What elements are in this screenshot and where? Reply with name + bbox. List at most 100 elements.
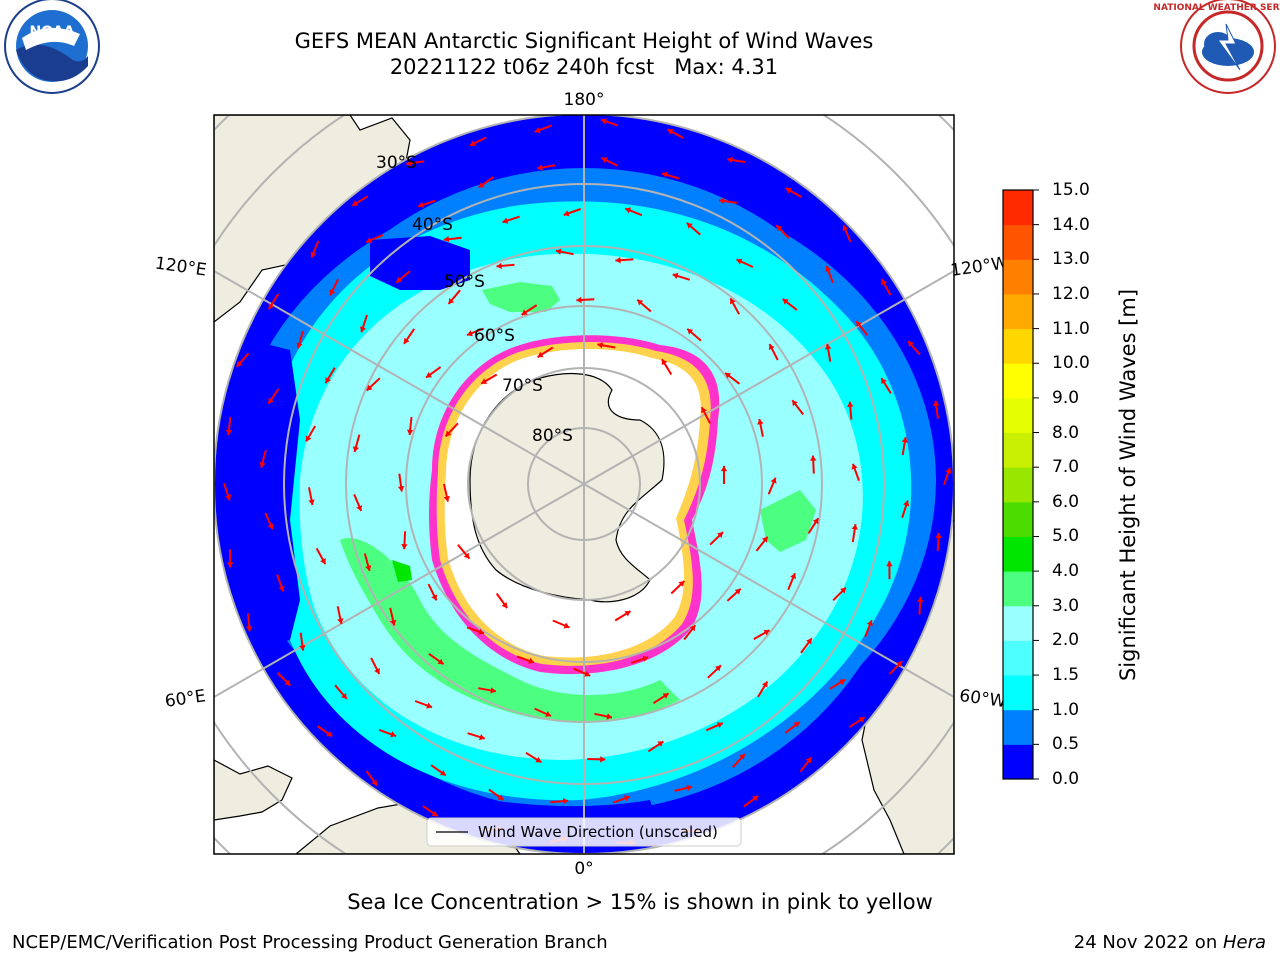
colorbar-frame xyxy=(1002,189,1034,780)
noaa-logo: NOAA xyxy=(4,0,100,94)
wind-wave-arrowhead xyxy=(678,581,685,587)
wind-wave-arrowhead xyxy=(734,588,741,595)
wind-wave-arrowhead xyxy=(437,658,444,665)
wind-wave-arrowhead xyxy=(374,668,380,674)
wind-wave-arrowhead xyxy=(719,197,725,205)
wind-wave-arrowhead xyxy=(763,629,770,636)
wind-wave-arrowhead xyxy=(886,561,893,567)
wind-wave-arrowhead xyxy=(545,711,551,717)
lat-label-60s: 60°S xyxy=(474,326,515,346)
wind-wave-arrowhead xyxy=(406,160,412,167)
wind-wave-arrowhead xyxy=(757,419,764,425)
wind-wave-arrowhead xyxy=(267,523,274,530)
wind-wave-arrowhead xyxy=(896,661,903,667)
lon-label-0: 0° xyxy=(574,859,593,879)
wind-wave-arrowhead xyxy=(439,769,446,776)
wind-wave-arrowhead xyxy=(528,657,534,664)
credit-text: NCEP/EMC/Verification Post Processing Pr… xyxy=(12,932,608,953)
wind-wave-arrowhead xyxy=(365,565,372,571)
wind-wave-arrowhead xyxy=(562,797,569,805)
sea-ice-note: Sea Ice Concentration > 15% is shown in … xyxy=(347,890,933,914)
wind-wave-arrowhead xyxy=(866,620,873,627)
colorbar-segment xyxy=(1003,501,1033,537)
colorbar-tick-label: 9.0 xyxy=(1052,387,1080,408)
wind-wave-arrowhead xyxy=(426,702,432,709)
wind-wave-arrowhead xyxy=(366,384,373,391)
wind-wave-arrowhead xyxy=(225,494,232,501)
colorbar-segment xyxy=(1003,744,1033,780)
wind-wave-arrowhead xyxy=(881,279,887,286)
colorbar-tick-label: 10.0 xyxy=(1052,353,1090,374)
wind-wave-arrowhead xyxy=(371,779,377,786)
wind-wave-arrowhead xyxy=(555,248,562,255)
wind-wave-arrowhead xyxy=(624,611,631,617)
legend-label: Wind Wave Direction (unscaled) xyxy=(478,823,718,841)
colorbar-segment xyxy=(1003,571,1033,607)
wind-wave-arrowhead xyxy=(825,266,832,272)
wind-wave-arrowhead xyxy=(615,257,621,264)
noaa-logo-text: NOAA xyxy=(30,24,75,40)
wind-wave-arrowhead xyxy=(463,552,470,559)
date-text: 24 Nov 2022 on xyxy=(1073,932,1223,953)
wind-wave-arrowhead xyxy=(935,532,942,539)
lon-label-120e: 120°E xyxy=(154,254,208,281)
wind-wave-arrowhead xyxy=(320,558,326,565)
wind-wave-arrowhead xyxy=(563,210,570,217)
wind-wave-arrowhead xyxy=(761,536,768,543)
wind-wave-arrowhead xyxy=(259,462,266,468)
map-legend: Wind Wave Direction (unscaled) xyxy=(426,817,742,847)
wind-wave-arrowhead xyxy=(739,754,745,760)
wind-wave-arrowhead xyxy=(667,129,674,135)
wind-wave-arrowhead xyxy=(661,359,668,366)
colorbar-tick-label: 6.0 xyxy=(1052,491,1080,512)
wind-wave-arrowhead xyxy=(502,217,509,224)
colorbar-tick-label: 0.0 xyxy=(1052,769,1080,789)
wind-wave-arrowhead xyxy=(445,430,452,437)
colorbar-segment xyxy=(1003,397,1033,434)
nws-logo-text: NATIONAL WEATHER SERVICE xyxy=(1153,3,1280,13)
wind-wave-arrowhead xyxy=(716,722,723,729)
lat-label-80s: 80°S xyxy=(532,426,573,446)
wind-wave-arrowhead xyxy=(727,156,733,164)
colorbar-tick-label: 7.0 xyxy=(1052,457,1080,478)
colorbar-segment xyxy=(1003,605,1033,641)
wind-wave-arrowhead xyxy=(785,188,792,194)
wind-wave-arrowhead xyxy=(686,784,693,791)
lat-label-70s: 70°S xyxy=(502,376,543,396)
wind-wave-arrowhead xyxy=(770,477,777,484)
machine-name: Hera xyxy=(1222,932,1266,953)
wind-wave-arrowhead xyxy=(418,201,424,208)
colorbar-segment xyxy=(1003,675,1033,711)
wind-wave-arrowhead xyxy=(284,679,291,686)
colorbar-tick-label: 12.0 xyxy=(1052,283,1090,304)
wind-wave-arrowhead xyxy=(366,237,373,244)
colorbar-tick-label: 1.0 xyxy=(1052,699,1080,720)
wind-wave-arrowhead xyxy=(521,309,528,315)
colorbar-segment xyxy=(1003,328,1033,364)
wind-wave-arrowhead xyxy=(642,655,649,662)
colorbar-tick-label: 11.0 xyxy=(1052,318,1090,339)
lon-label-180: 180° xyxy=(564,90,605,110)
wind-wave-arrowhead xyxy=(842,225,849,232)
wind-wave-arrowhead xyxy=(268,397,274,404)
wind-wave-arrowhead xyxy=(689,625,696,632)
wind-wave-arrowhead xyxy=(537,164,543,171)
wind-wave-arrowhead xyxy=(401,544,408,550)
colorbar-tick-label: 5.0 xyxy=(1052,526,1080,547)
colorbar-segment xyxy=(1003,293,1033,330)
colorbar-segment xyxy=(1003,190,1033,226)
wind-wave-arrowhead xyxy=(720,466,728,472)
wind-wave-arrowhead xyxy=(537,351,544,358)
map-area xyxy=(214,115,954,854)
colorbar-segment xyxy=(1003,536,1033,572)
wind-wave-arrowhead xyxy=(390,619,397,626)
wind-wave-arrowhead xyxy=(856,321,862,328)
wind-wave-arrowhead xyxy=(782,298,789,305)
wind-wave-arrowhead xyxy=(736,258,743,265)
wind-wave-arrowhead xyxy=(730,298,736,305)
colorbar-segment xyxy=(1003,467,1033,503)
colorbar-tick-label: 4.0 xyxy=(1052,561,1080,582)
wind-wave-arrowhead xyxy=(563,622,570,629)
wind-wave-arrowhead xyxy=(497,794,504,800)
